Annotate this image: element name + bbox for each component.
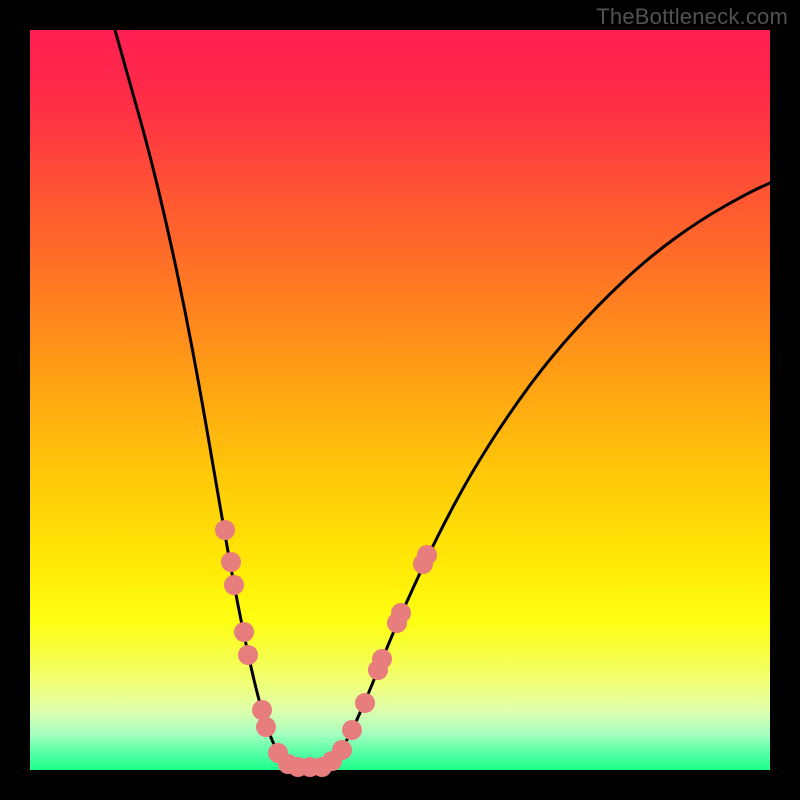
chart-container: TheBottleneck.com — [0, 0, 800, 800]
bottleneck-chart — [0, 0, 800, 800]
watermark-text: TheBottleneck.com — [596, 4, 788, 30]
